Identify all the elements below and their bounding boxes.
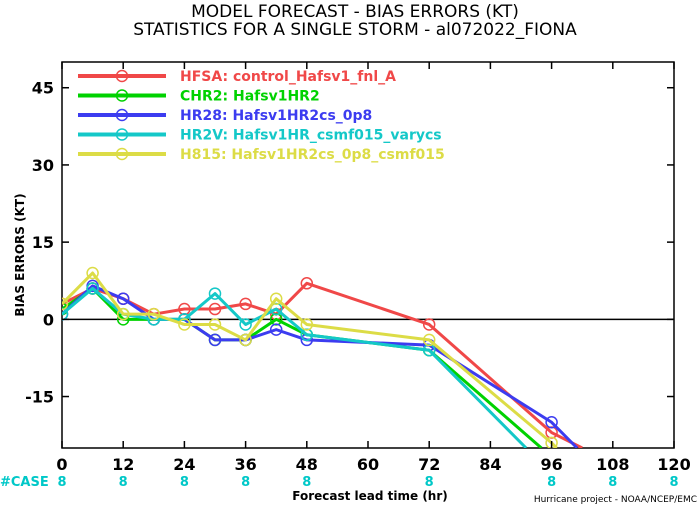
- legend-series-desc: Hafsv1HR2: [233, 89, 320, 105]
- series-point: [208, 287, 222, 300]
- y-tick-label: 30: [32, 156, 54, 175]
- legend-series-name: CHR2:: [180, 89, 233, 105]
- x-tick-label: 96: [540, 455, 562, 474]
- legend-entry: HFSA: control_Hafsv1_fnl_A: [180, 69, 396, 85]
- series-point: [116, 307, 130, 321]
- series-point: [300, 277, 314, 290]
- series-point: [545, 416, 558, 429]
- series-point: [269, 292, 283, 305]
- series-point: [422, 333, 436, 347]
- series-line: [62, 284, 579, 448]
- series-line: [62, 281, 583, 448]
- y-tick-label: 45: [32, 79, 54, 98]
- plot-area: 0 12 24 36 48 60 72 84 96 108 120 -15 0 15 30 45 HFSA:…: [25, 61, 691, 474]
- legend-series-name: HR28:: [180, 108, 232, 124]
- x-tick-label: 60: [357, 455, 379, 474]
- series-point: [239, 333, 252, 347]
- legend-series-desc: Hafsv1HR2cs_0p8_csmf015: [231, 147, 444, 163]
- x-tick-label: 36: [234, 455, 256, 474]
- y-tick-label: 15: [32, 233, 54, 252]
- series-point: [422, 318, 436, 331]
- case-count: 8: [180, 475, 189, 490]
- x-tick-label: 72: [418, 455, 440, 474]
- y-axis-label: BIAS ERRORS (KT): [13, 193, 27, 316]
- series-line: [62, 286, 528, 448]
- series-line: [62, 271, 558, 448]
- series-point: [208, 318, 222, 331]
- legend-entry: CHR2: Hafsv1HR2: [180, 89, 320, 105]
- legend-entry: HR2V: Hafsv1HR_csmf015_varycs: [180, 128, 442, 144]
- legend-swatch-marker: [115, 128, 129, 141]
- case-label: #CASE: [0, 475, 49, 490]
- x-tick-label: 120: [657, 455, 690, 474]
- case-count: 8: [57, 475, 66, 490]
- x-tick-label: 12: [112, 455, 134, 474]
- series-line: [62, 286, 543, 448]
- series-point: [239, 297, 252, 311]
- case-count: 8: [241, 475, 250, 490]
- x-tick-label: 48: [296, 455, 318, 474]
- legend-series-name: HFSA:: [180, 69, 233, 85]
- legend-series-desc: Hafsv1HR_csmf015_varycs: [233, 128, 442, 144]
- legend-series-desc: Hafsv1HR2cs_0p8: [232, 108, 372, 124]
- series-point: [178, 318, 191, 331]
- legend-series-name: HR2V:: [180, 128, 233, 144]
- case-count: 8: [669, 475, 678, 490]
- case-count: 8: [425, 475, 434, 490]
- legend-swatch-marker: [115, 89, 129, 102]
- y-tick-label: 0: [43, 310, 54, 329]
- case-count: 8: [547, 475, 556, 490]
- legend-series-desc: control_Hafsv1_fnl_A: [233, 69, 396, 85]
- series-point: [300, 318, 314, 331]
- credit-text: Hurricane project - NOAA/NCEP/EMC: [534, 495, 697, 505]
- case-count: 8: [608, 475, 617, 490]
- x-tick-label: 108: [596, 455, 629, 474]
- series-point: [86, 282, 99, 295]
- case-counts: 8 8 8 8 8 8 8 8 8: [57, 475, 678, 490]
- case-count: 8: [302, 475, 311, 490]
- series-point: [239, 318, 252, 331]
- series-point: [147, 307, 161, 321]
- x-tick-label: 0: [56, 455, 67, 474]
- legend-entry: HR28: Hafsv1HR2cs_0p8: [180, 108, 372, 124]
- x-tick-label: 24: [173, 455, 195, 474]
- series-lines: [62, 266, 583, 448]
- legend-swatch-marker: [115, 69, 129, 83]
- x-tick-label: 84: [479, 455, 501, 474]
- series-point: [208, 302, 222, 316]
- y-axis-ticks: -15 0 15 30 45: [25, 79, 674, 407]
- legend-swatch-marker: [115, 147, 129, 161]
- case-count: 8: [119, 475, 128, 490]
- series-point: [62, 307, 69, 321]
- series-point: [62, 297, 69, 311]
- legend-entry: H815: Hafsv1HR2cs_0p8_csmf015: [180, 147, 445, 163]
- legend-series-name: H815:: [180, 147, 231, 163]
- series-point: [86, 266, 99, 280]
- series-point: [545, 436, 558, 448]
- series-point: [116, 292, 130, 305]
- series-point: [269, 323, 283, 336]
- x-axis-label: Forecast lead time (hr): [292, 489, 448, 503]
- legend-swatch-marker: [115, 108, 129, 122]
- series-point: [208, 333, 222, 347]
- chart-subtitle: STATISTICS FOR A SINGLE STORM - al072022…: [133, 20, 577, 40]
- x-axis-ticks: 0 12 24 36 48 60 72 84 96 108 120: [56, 62, 691, 474]
- y-tick-label: -15: [25, 388, 54, 407]
- chart-title: MODEL FORECAST - BIAS ERRORS (KT): [191, 2, 519, 22]
